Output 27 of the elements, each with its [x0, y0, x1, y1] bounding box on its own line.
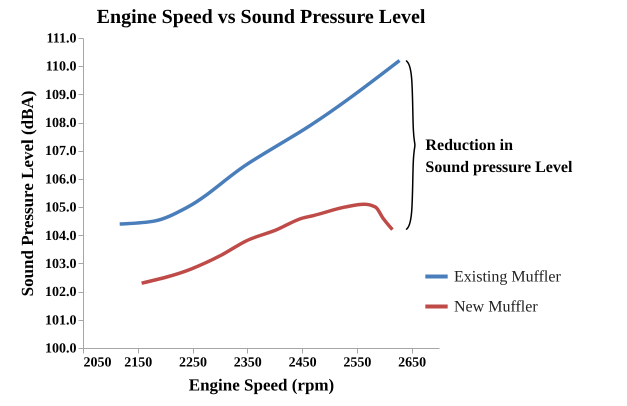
legend-label: New Muffler [454, 298, 538, 316]
x-tick-label: 2250 [179, 356, 208, 370]
chart-title: Engine Speed vs Sound Pressure Level [96, 6, 426, 28]
y-tick-label: 100.0 [45, 342, 76, 356]
x-tick-label: 2550 [343, 356, 372, 370]
x-tick-label: 2450 [288, 356, 317, 370]
y-tick-label: 102.0 [45, 285, 76, 300]
legend-label: Existing Muffler [454, 268, 562, 286]
x-tick-label: 2050 [84, 356, 112, 370]
y-tick-label: 103.0 [45, 256, 76, 272]
y-axis-title: Sound Pressure Level (dBA) [18, 90, 37, 296]
y-tick-label: 105.0 [45, 200, 76, 216]
y-tick-label: 106.0 [45, 172, 76, 188]
x-axis-title: Engine Speed (rpm) [188, 376, 334, 394]
y-tick-label: 107.0 [45, 144, 76, 160]
x-tick-label: 2650 [398, 356, 426, 370]
line-series [118, 58, 402, 226]
x-tick-label: 2150 [124, 356, 152, 370]
y-tick-label: 108.0 [45, 116, 76, 132]
y-tick-label: 110.0 [46, 60, 76, 75]
y-tick-label: 109.0 [45, 88, 76, 103]
y-tick-label: 101.0 [45, 313, 76, 328]
line-series [140, 202, 394, 285]
y-tick-label: 104.0 [45, 228, 76, 244]
y-tick-label: 111.0 [46, 32, 76, 46]
annotation: Reduction in Sound pressure Level [425, 137, 573, 176]
x-tick-label: 2350 [234, 356, 262, 370]
